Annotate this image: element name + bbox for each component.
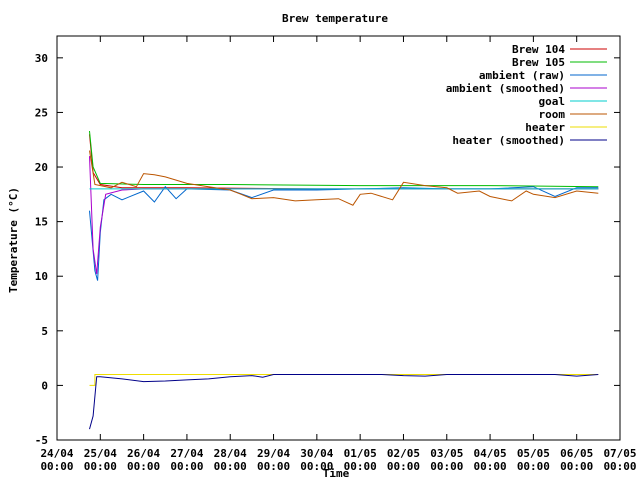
x-tick-date: 07/05 bbox=[603, 447, 636, 460]
x-tick-label: 04/05 00:00 bbox=[474, 447, 507, 473]
legend-label: ambient (smoothed) bbox=[446, 82, 565, 95]
y-tick-label: 25 bbox=[35, 106, 48, 119]
legend-label: room bbox=[539, 108, 566, 121]
y-axis: -5 0 5 10 15 20 25 30 bbox=[35, 52, 620, 447]
x-tick-date: 04/05 bbox=[474, 447, 507, 460]
x-tick-label: 26/04 00:00 bbox=[127, 447, 160, 473]
series-line-heater bbox=[89, 374, 599, 386]
x-tick-label: 28/04 00:00 bbox=[214, 447, 247, 473]
x-tick-time: 00:00 bbox=[344, 460, 377, 473]
x-tick-label: 25/04 00:00 bbox=[84, 447, 117, 473]
y-axis-label: Temperature (°C) bbox=[7, 187, 20, 293]
x-tick-date: 06/05 bbox=[560, 447, 593, 460]
x-tick-label: 01/05 00:00 bbox=[344, 447, 377, 473]
plot-frame bbox=[56, 35, 621, 441]
x-tick-time: 00:00 bbox=[40, 460, 73, 473]
legend-label: Brew 104 bbox=[512, 43, 565, 56]
x-tick-date: 05/05 bbox=[517, 447, 550, 460]
x-tick-label: 24/04 00:00 bbox=[40, 447, 73, 473]
x-tick-date: 26/04 bbox=[127, 447, 160, 460]
x-tick-date: 30/04 bbox=[300, 447, 333, 460]
x-tick-label: 07/05 00:00 bbox=[603, 447, 636, 473]
x-tick-label: 02/05 00:00 bbox=[387, 447, 420, 473]
x-tick-date: 02/05 bbox=[387, 447, 420, 460]
series-line-ambient-smoothed bbox=[89, 156, 599, 275]
x-tick-time: 00:00 bbox=[170, 460, 203, 473]
x-tick-label: 29/04 00:00 bbox=[257, 447, 290, 473]
series-line-room bbox=[89, 150, 599, 206]
x-tick-label: 06/05 00:00 bbox=[560, 447, 593, 473]
x-tick-date: 29/04 bbox=[257, 447, 290, 460]
x-tick-label: 27/04 00:00 bbox=[170, 447, 203, 473]
x-tick-date: 03/05 bbox=[430, 447, 463, 460]
x-tick-time: 00:00 bbox=[560, 460, 593, 473]
x-tick-time: 00:00 bbox=[300, 460, 333, 473]
y-tick-label: 15 bbox=[35, 216, 48, 229]
y-tick-label: -5 bbox=[35, 434, 48, 447]
y-tick-label: 30 bbox=[35, 52, 48, 65]
x-tick-time: 00:00 bbox=[387, 460, 420, 473]
y-tick-label: 10 bbox=[35, 270, 48, 283]
x-tick-label: 03/05 00:00 bbox=[430, 447, 463, 473]
legend-label: goal bbox=[539, 95, 566, 108]
y-tick-label: 20 bbox=[35, 161, 48, 174]
legend-label: ambient (raw) bbox=[479, 69, 565, 82]
x-tick-date: 27/04 bbox=[170, 447, 203, 460]
x-tick-date: 28/04 bbox=[214, 447, 247, 460]
x-tick-time: 00:00 bbox=[517, 460, 550, 473]
x-tick-time: 00:00 bbox=[474, 460, 507, 473]
x-tick-label: 05/05 00:00 bbox=[517, 447, 550, 473]
x-tick-date: 25/04 bbox=[84, 447, 117, 460]
chart-title: Brew temperature bbox=[282, 12, 388, 25]
x-axis-label: Time bbox=[323, 467, 350, 480]
legend-label: Brew 105 bbox=[512, 56, 565, 69]
x-tick-date: 01/05 bbox=[344, 447, 377, 460]
series-layer bbox=[89, 130, 599, 430]
y-tick-label: 0 bbox=[41, 379, 48, 392]
legend-label: heater (smoothed) bbox=[452, 134, 565, 147]
series-line-heater-smoothed bbox=[89, 374, 599, 430]
x-tick-label: 30/04 00:00 bbox=[300, 447, 333, 473]
series-line-brew-105 bbox=[89, 130, 599, 188]
x-tick-time: 00:00 bbox=[257, 460, 290, 473]
x-tick-date: 24/04 bbox=[40, 447, 73, 460]
x-tick-time: 00:00 bbox=[214, 460, 247, 473]
x-tick-time: 00:00 bbox=[127, 460, 160, 473]
legend-label: heater bbox=[525, 121, 565, 134]
x-tick-time: 00:00 bbox=[603, 460, 636, 473]
x-tick-time: 00:00 bbox=[430, 460, 463, 473]
x-tick-time: 00:00 bbox=[84, 460, 117, 473]
y-tick-label: 5 bbox=[41, 325, 48, 338]
